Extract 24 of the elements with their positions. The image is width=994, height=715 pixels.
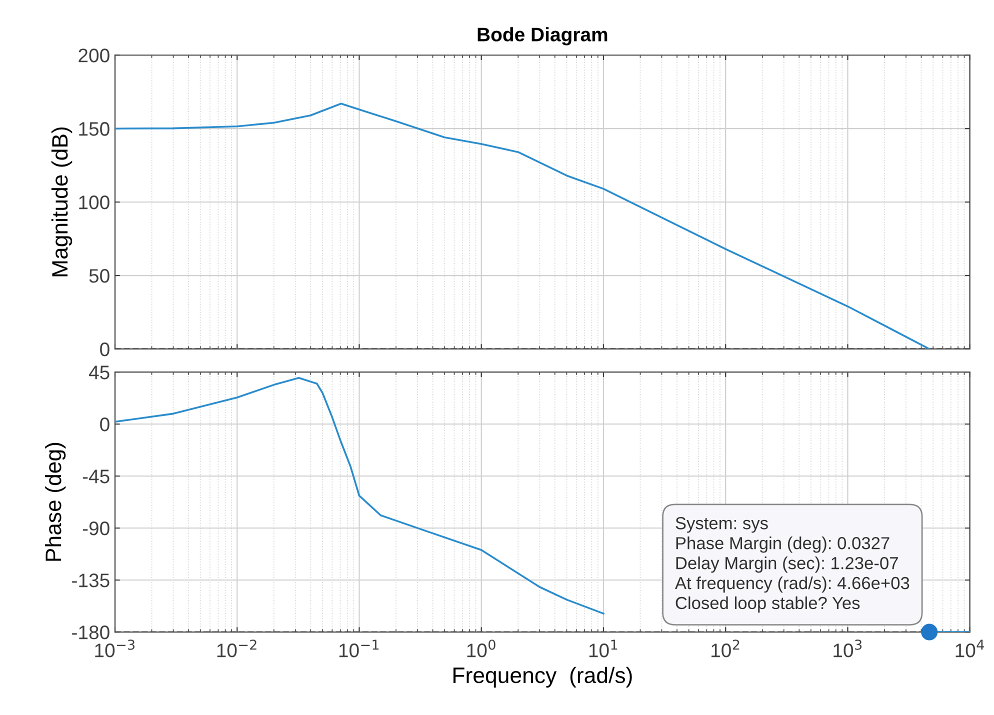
chart-title: Bode Diagram xyxy=(478,27,608,46)
x-tick-label: 10$^{3}$ xyxy=(834,640,862,658)
y-tick-label: -180 xyxy=(72,626,110,640)
y-tick-label: -90 xyxy=(82,522,110,536)
y-tick-label: 200 xyxy=(78,48,110,62)
y-tick-label: 150 xyxy=(79,122,110,136)
y-tick-label: 0 xyxy=(100,418,110,432)
x-tick-label: 10$^{−3}$ xyxy=(95,640,134,658)
x-tick-label: 10$^{1}$ xyxy=(589,640,618,658)
annotation: System: sys Phase Margin (deg): 0.0327 Delay Margin (sec): 1.23e-07 At frequency (rad/s): 4.66e+03 Closed loop stable? Yes xyxy=(674,517,910,613)
x-tick-label: 10$^{2}$ xyxy=(712,640,740,658)
y-tick-label: 100 xyxy=(79,196,110,210)
x-tick-label: 10$^{0}$ xyxy=(467,640,496,658)
y-tick-label: 50 xyxy=(89,268,110,283)
y-tick-label: -45 xyxy=(82,470,110,484)
y-tick-label: 45 xyxy=(88,366,110,380)
x-axis-title: Frequency (rad/s) xyxy=(453,666,632,688)
y-tick-label: 0 xyxy=(100,342,110,356)
x-tick-label: 10$^{−1}$ xyxy=(339,640,379,658)
y-tick-label: -135 xyxy=(72,574,110,588)
x-tick-label: 10$^{4}$ xyxy=(956,640,984,658)
x-tick-label: 10$^{−2}$ xyxy=(217,640,256,658)
y-axis-title: Phase (deg) xyxy=(44,442,66,561)
y-axis-title: Magnitude (dB) xyxy=(51,127,72,276)
